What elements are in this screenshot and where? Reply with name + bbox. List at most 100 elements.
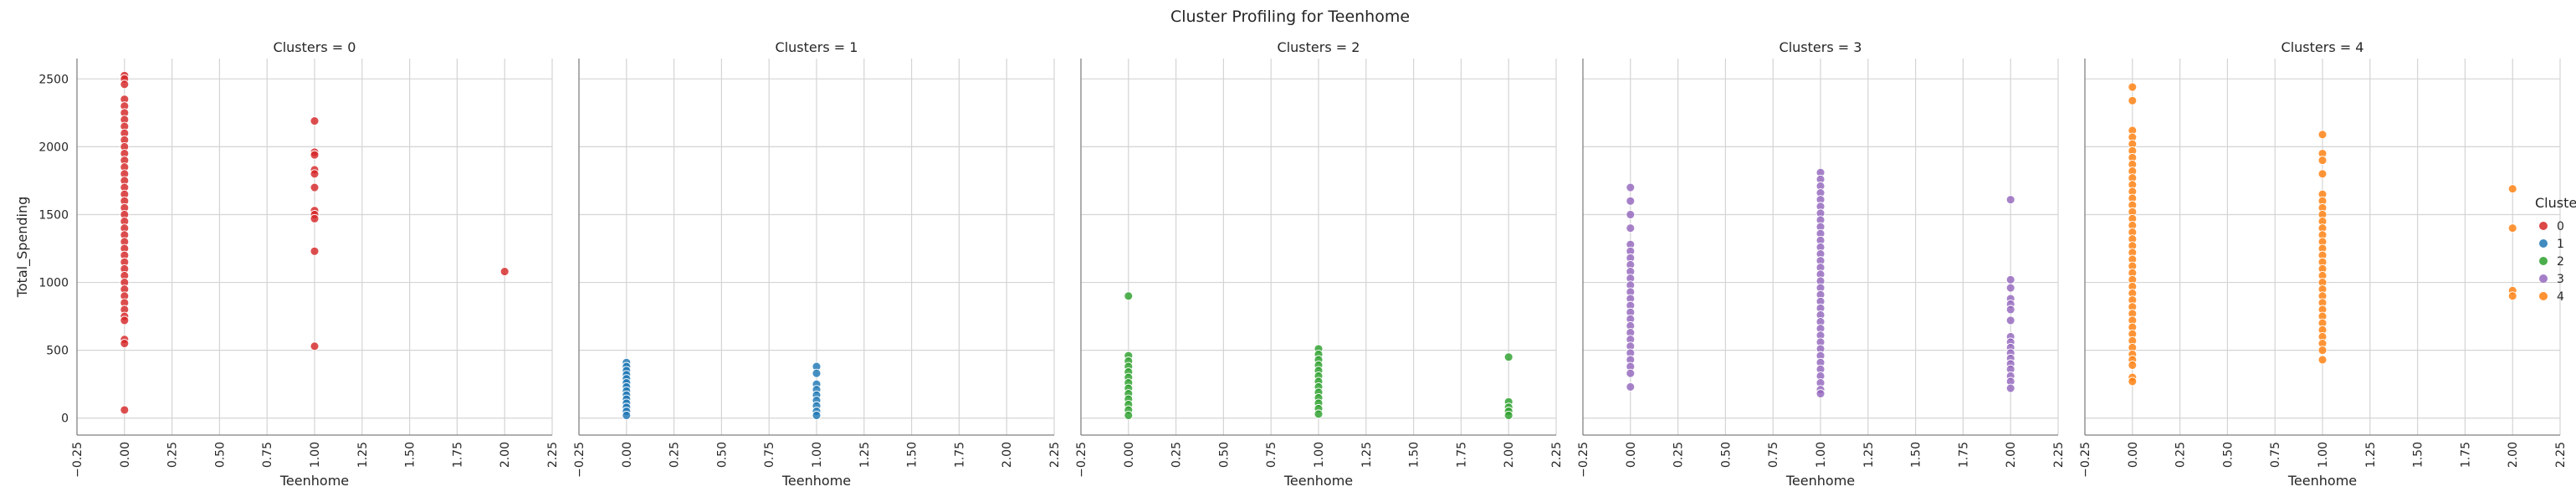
legend-marker [2539, 274, 2548, 283]
x-tick-label: 1.50 [906, 442, 919, 468]
x-tick-label: 1.00 [1313, 442, 1326, 468]
x-tick-label: 1.00 [309, 442, 322, 468]
x-tick-label: 2.25 [546, 442, 560, 468]
x-tick-label: 1.00 [2317, 442, 2330, 468]
legend-label: 3 [2557, 273, 2564, 286]
x-tick-label: 2.00 [499, 442, 512, 468]
figure-title: Cluster Profiling for Teenhome [1170, 8, 1410, 26]
data-point [2005, 274, 2015, 284]
data-point [1503, 411, 1513, 420]
x-axis-label: Teenhome [279, 473, 349, 489]
x-axis-label: Teenhome [1785, 473, 1855, 489]
data-point [812, 411, 822, 420]
data-point [120, 79, 130, 90]
data-point [1626, 368, 1636, 378]
data-point [1626, 210, 1636, 219]
panel-title: Clusters = 0 [274, 39, 356, 55]
x-tick-label: 0.50 [2221, 442, 2235, 468]
data-point [1815, 389, 1826, 398]
x-tick-label: 1.75 [2459, 442, 2472, 468]
x-tick-label: 0.25 [2174, 442, 2188, 468]
panel-title: Clusters = 4 [2282, 39, 2364, 55]
data-point [1314, 409, 1324, 419]
data-point [2128, 376, 2138, 387]
legend-label: 1 [2557, 238, 2564, 251]
x-tick-label: 1.75 [953, 442, 966, 468]
x-tick-label: 2.00 [2005, 442, 2018, 468]
x-tick-label: 0.00 [621, 442, 634, 468]
data-point [310, 213, 320, 223]
data-point [622, 411, 632, 420]
data-point [310, 182, 320, 192]
data-point [310, 169, 320, 179]
x-axis-label: Teenhome [781, 473, 851, 489]
x-tick-label: 0.25 [668, 442, 682, 468]
y-tick-label: 500 [46, 345, 69, 358]
x-tick-label: 0.75 [763, 442, 776, 468]
x-tick-label: 0.50 [1217, 442, 1231, 468]
data-point [2005, 305, 2015, 315]
x-tick-label: 1.25 [356, 442, 370, 468]
data-point [310, 150, 320, 160]
data-point [2005, 195, 2015, 205]
panel-title: Clusters = 3 [1780, 39, 1862, 55]
data-point [812, 368, 822, 378]
data-point [120, 405, 130, 415]
x-tick-label: −0.25 [1075, 442, 1088, 478]
data-point [2005, 315, 2015, 325]
x-tick-label: 2.00 [1503, 442, 1516, 468]
data-point [1503, 352, 1513, 362]
data-point [310, 246, 320, 256]
data-point [2317, 156, 2328, 166]
x-tick-label: 1.25 [858, 442, 872, 468]
x-tick-label: 0.00 [1123, 442, 1136, 468]
x-tick-label: 0.75 [2269, 442, 2282, 468]
facet-panel-4: Clusters = 4 −0.25 0.00 0.25 0.50 0.75 1.00 1.2… [2079, 39, 2568, 489]
data-point [1626, 182, 1636, 192]
x-tick-label: 1.75 [1455, 442, 1468, 468]
y-tick-label: 2000 [38, 141, 69, 154]
x-tick-label: 1.25 [1862, 442, 1876, 468]
legend-label: 2 [2557, 255, 2564, 269]
x-tick-label: 0.75 [1767, 442, 1780, 468]
data-point [2005, 283, 2015, 293]
x-tick-label: 0.50 [715, 442, 729, 468]
data-point [2317, 346, 2328, 356]
x-tick-label: −0.25 [2079, 442, 2092, 478]
data-point [2317, 130, 2328, 140]
x-tick-label: 1.50 [1910, 442, 1923, 468]
x-tick-label: 0.00 [119, 442, 132, 468]
legend-label: 0 [2557, 220, 2564, 233]
data-point [2317, 169, 2328, 179]
legend-marker [2539, 292, 2548, 300]
x-tick-label: 1.50 [2412, 442, 2425, 468]
data-point [1626, 196, 1636, 206]
y-tick-label: 2500 [38, 73, 69, 86]
x-tick-label: 2.25 [2052, 442, 2066, 468]
facet-panel-2: Clusters = 2 −0.25 0.00 0.25 0.50 0.75 1.00 1.2… [1075, 39, 1564, 489]
legend-label: 4 [2557, 290, 2564, 304]
x-axis-label: Teenhome [1283, 473, 1353, 489]
x-tick-label: 1.00 [811, 442, 824, 468]
data-point [2128, 361, 2138, 370]
legend: Clusters 0 1 2 3 4 [2535, 195, 2576, 304]
panel-title: Clusters = 2 [1278, 39, 1360, 55]
x-tick-label: 1.75 [451, 442, 464, 468]
data-point [499, 267, 510, 277]
data-point [310, 341, 320, 351]
x-tick-label: 1.50 [404, 442, 417, 468]
x-tick-label: 0.00 [1625, 442, 1638, 468]
data-point [2128, 95, 2138, 105]
panel-title: Clusters = 1 [776, 39, 858, 55]
x-tick-label: 0.50 [1719, 442, 1733, 468]
facet-panels: Clusters = 0 −0.25 0.00 0.25 0.50 0.75 1.00 1.2… [14, 39, 2568, 489]
data-point [120, 339, 130, 348]
data-point [2317, 355, 2328, 365]
data-point [1626, 382, 1636, 392]
legend-title: Clusters [2535, 195, 2576, 211]
data-point [120, 315, 130, 325]
data-point [1124, 291, 1134, 301]
x-tick-label: 1.25 [2364, 442, 2378, 468]
x-tick-label: 2.25 [1550, 442, 1564, 468]
